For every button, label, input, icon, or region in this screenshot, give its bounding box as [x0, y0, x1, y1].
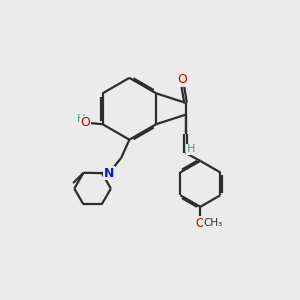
- Text: O: O: [81, 116, 91, 129]
- Text: O: O: [196, 217, 205, 230]
- Text: O: O: [178, 74, 188, 86]
- Text: N: N: [103, 167, 114, 180]
- Text: CH₃: CH₃: [203, 218, 222, 228]
- Text: H: H: [187, 144, 195, 154]
- Text: H: H: [77, 114, 86, 124]
